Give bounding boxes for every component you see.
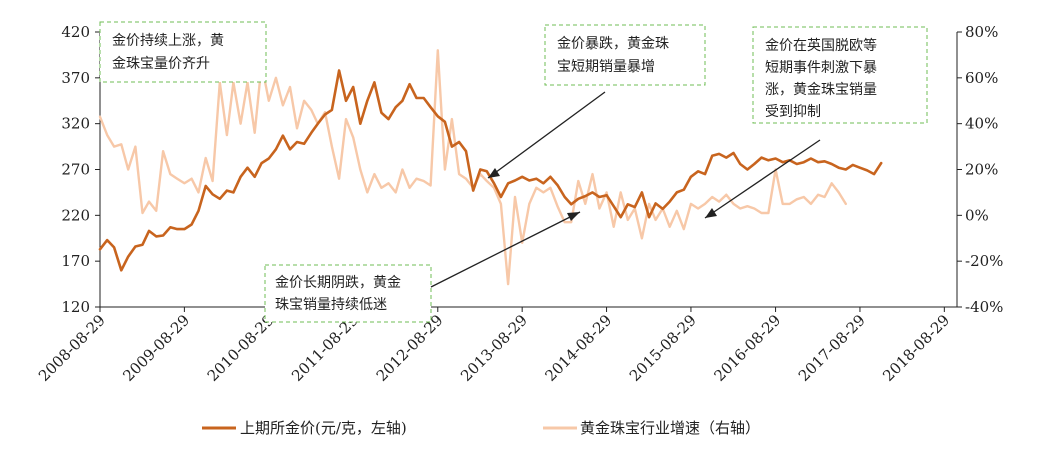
annotation-4-line-1: 金价长期阴跌，黄金 xyxy=(275,274,401,291)
y-right-tick-label: 20% xyxy=(965,161,998,179)
x-tick-label: 2015-08-29 xyxy=(626,311,700,385)
y-left-tick-label: 370 xyxy=(61,69,90,87)
y-right-tick-labels: 80% 60% 40% 20% 0% -20% -40% xyxy=(957,23,1003,316)
annotation-3-line-2: 短期事件刺激下暴 xyxy=(765,59,877,76)
x-tick-label: 2018-08-29 xyxy=(879,311,953,385)
x-tick-label: 2017-08-29 xyxy=(795,311,869,385)
y-left-tick-label: 320 xyxy=(61,115,90,133)
y-right-tick-label: 0% xyxy=(965,206,989,224)
x-tick-labels: 2008-08-29 2009-08-29 2010-08-29 2011-08-29… xyxy=(35,307,953,385)
annotation-3-arrowhead xyxy=(705,208,717,218)
annotation-4-line-2: 珠宝销量持续低迷 xyxy=(275,296,387,313)
y-left-tick-label: 170 xyxy=(61,252,90,270)
annotation-2: 金价暴跌，黄金珠 宝短期销量暴增 xyxy=(487,24,706,179)
annotation-1-line-2: 金珠宝量价齐升 xyxy=(112,56,210,72)
annotation-1: 金价持续上涨，黄 金珠宝量价齐升 xyxy=(99,21,267,83)
y-right-tick-label: 80% xyxy=(965,23,998,41)
annotation-2-line-2: 宝短期销量暴增 xyxy=(557,59,655,75)
x-tick-label: 2016-08-29 xyxy=(711,311,785,385)
legend: 上期所金价(元/克，左轴) 黄金珠宝行业增速（右轴） xyxy=(202,419,760,437)
annotation-4-arrowhead xyxy=(567,212,580,221)
annotation-2-line-1: 金价暴跌，黄金珠 xyxy=(557,35,669,52)
y-right-tick-label: 40% xyxy=(965,115,998,133)
y-right-tick-label: -20% xyxy=(965,252,1003,270)
annotation-3: 金价在英国脱欧等 短期事件刺激下暴 涨，黄金珠宝销量 受到抑制 xyxy=(704,26,928,219)
annotation-4-arrow xyxy=(430,211,581,288)
annotation-3-arrow xyxy=(704,139,821,219)
legend-label-gold-price: 上期所金价(元/克，左轴) xyxy=(240,419,407,437)
annotation-3-line-4: 受到抑制 xyxy=(765,104,821,120)
x-tick-label: 2014-08-29 xyxy=(542,311,616,385)
series-line-jewelry-growth xyxy=(98,49,847,286)
annotation-2-arrow xyxy=(487,91,606,179)
annotation-3-line-3: 涨，黄金珠宝销量 xyxy=(765,81,877,98)
x-tick-label: 2012-08-29 xyxy=(373,311,447,385)
y-left-tick-labels: 420 370 320 270 220 170 120 xyxy=(61,23,100,316)
legend-label-jewelry-growth: 黄金珠宝行业增速（右轴） xyxy=(580,419,760,437)
x-tick-label: 2009-08-29 xyxy=(119,311,193,385)
y-left-tick-label: 220 xyxy=(61,206,90,224)
y-left-tick-label: 120 xyxy=(61,298,90,316)
annotation-3-line-1: 金价在英国脱欧等 xyxy=(765,37,877,54)
annotation-2-arrowhead xyxy=(488,168,500,178)
x-tick-label: 2008-08-29 xyxy=(35,311,109,385)
y-left-tick-label: 420 xyxy=(61,23,90,41)
annotation-4: 金价长期阴跌，黄金 珠宝销量持续低迷 xyxy=(264,211,581,323)
x-tick-label: 2013-08-29 xyxy=(457,311,531,385)
annotation-1-line-1: 金价持续上涨，黄 xyxy=(112,32,224,49)
y-right-tick-label: 60% xyxy=(965,69,998,87)
y-right-tick-label: -40% xyxy=(965,298,1003,316)
y-left-tick-label: 270 xyxy=(61,161,90,179)
